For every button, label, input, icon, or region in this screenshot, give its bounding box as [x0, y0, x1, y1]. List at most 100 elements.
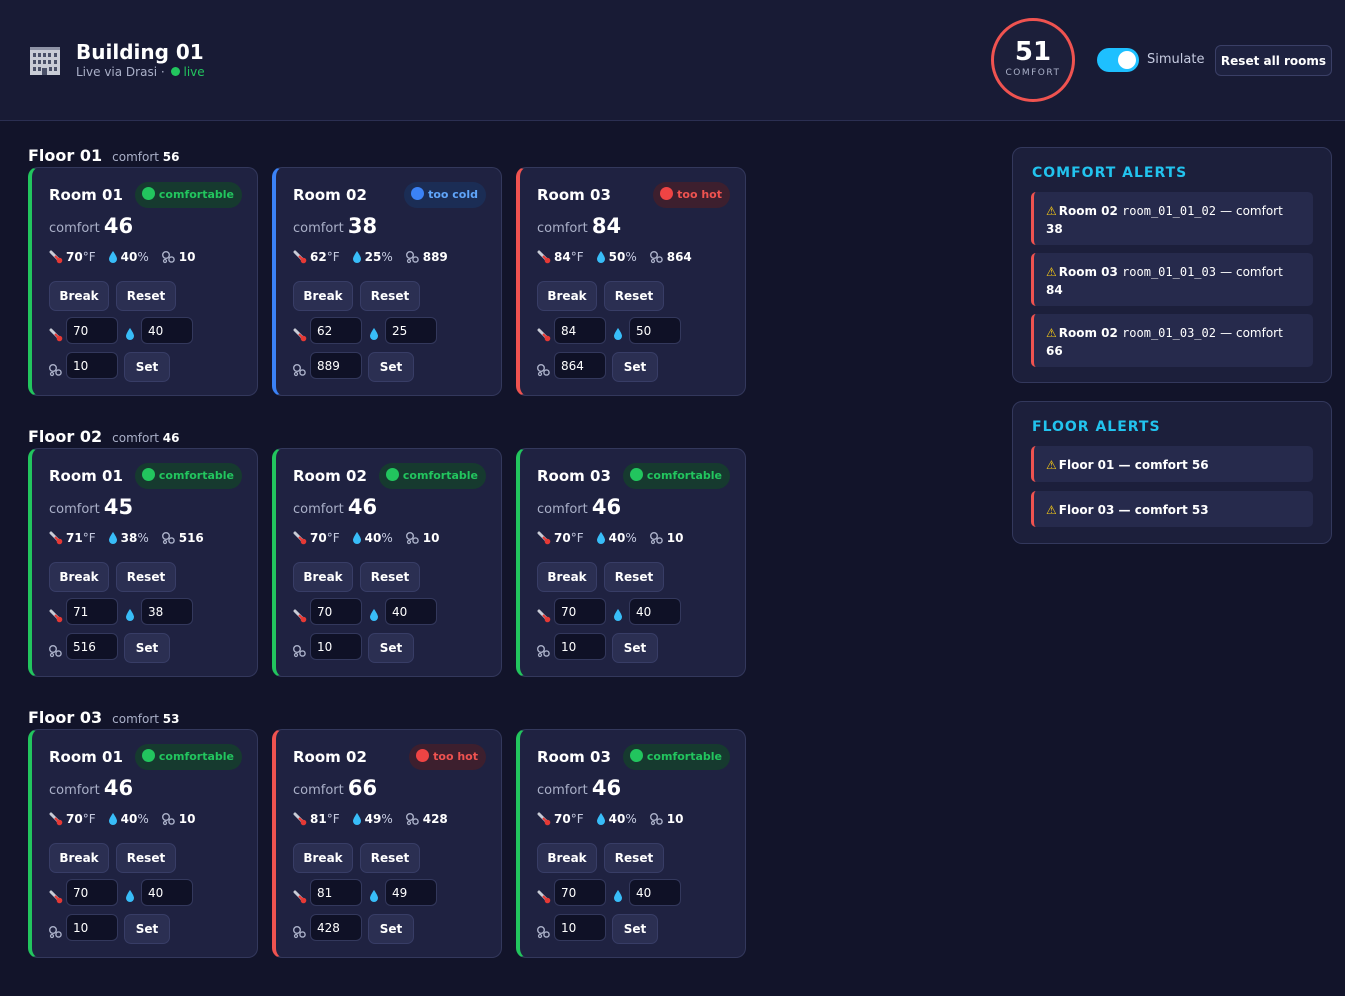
humidity-input[interactable]: [141, 879, 193, 906]
temperature-metric: 81°F: [293, 812, 340, 826]
humidity-input[interactable]: [385, 598, 437, 625]
set-button[interactable]: Set: [124, 633, 170, 663]
status-dot-icon: [385, 468, 399, 481]
humidity-input[interactable]: [629, 317, 681, 344]
room-comfort-label: comfort: [49, 221, 100, 236]
status-label: comfortable: [158, 469, 234, 482]
humidity-unit: %: [625, 531, 637, 545]
room-comfort-label: comfort: [537, 221, 588, 236]
alert-room-id: room_01_01_02: [1122, 204, 1216, 218]
thermometer-icon: [537, 250, 554, 264]
reset-button[interactable]: Reset: [360, 562, 420, 592]
droplet-icon: [125, 885, 138, 904]
co2-input[interactable]: [310, 633, 362, 660]
set-button[interactable]: Set: [124, 352, 170, 382]
humidity-input[interactable]: [141, 317, 193, 344]
temperature-input[interactable]: [310, 879, 362, 906]
co2-metric: 10: [161, 250, 195, 264]
co2-input[interactable]: [554, 352, 606, 379]
co2-input[interactable]: [66, 914, 118, 941]
set-button[interactable]: Set: [612, 352, 658, 382]
break-button[interactable]: Break: [293, 562, 353, 592]
reset-button[interactable]: Reset: [360, 281, 420, 311]
break-button[interactable]: Break: [537, 562, 597, 592]
reset-button[interactable]: Reset: [604, 562, 664, 592]
co2-icon: [48, 359, 66, 378]
co2-input[interactable]: [310, 914, 362, 941]
set-button[interactable]: Set: [368, 352, 414, 382]
humidity-value: 50: [608, 250, 626, 264]
thermometer-icon: [49, 812, 66, 826]
reset-all-rooms-button[interactable]: Reset all rooms: [1215, 45, 1332, 76]
status-label: too hot: [433, 750, 478, 763]
co2-icon: [48, 640, 66, 659]
room-comfort: comfort 45: [49, 495, 133, 519]
temperature-unit: °F: [82, 812, 96, 826]
set-button[interactable]: Set: [368, 633, 414, 663]
reset-button[interactable]: Reset: [360, 843, 420, 873]
co2-input[interactable]: [310, 352, 362, 379]
set-button[interactable]: Set: [368, 914, 414, 944]
temperature-input[interactable]: [66, 598, 118, 625]
co2-input[interactable]: [554, 633, 606, 660]
humidity-input[interactable]: [385, 317, 437, 344]
co2-metric: 10: [649, 812, 683, 826]
temperature-input[interactable]: [554, 598, 606, 625]
reset-button[interactable]: Reset: [604, 843, 664, 873]
room-comfort: comfort 46: [49, 214, 133, 238]
floor-name: Floor 02: [28, 427, 103, 446]
humidity-input[interactable]: [629, 598, 681, 625]
co2-icon: [649, 531, 667, 545]
temperature-metric: 70°F: [49, 812, 96, 826]
humidity-value: 40: [608, 812, 626, 826]
temperature-input[interactable]: [66, 317, 118, 344]
simulate-toggle[interactable]: [1097, 48, 1139, 72]
temperature-input[interactable]: [66, 879, 118, 906]
humidity-input[interactable]: [385, 879, 437, 906]
temperature-input[interactable]: [310, 598, 362, 625]
break-button[interactable]: Break: [49, 843, 109, 873]
status-badge: too hot: [653, 182, 730, 208]
set-button[interactable]: Set: [124, 914, 170, 944]
alert-room: Room 02: [1058, 326, 1118, 340]
status-badge: comfortable: [378, 463, 486, 489]
temperature-value: 70: [554, 812, 571, 826]
status-badge: comfortable: [134, 463, 242, 489]
break-button[interactable]: Break: [49, 281, 109, 311]
humidity-metric: 40%: [108, 812, 149, 826]
reset-button[interactable]: Reset: [116, 281, 176, 311]
break-button[interactable]: Break: [537, 281, 597, 311]
droplet-icon: [613, 885, 626, 904]
room-metrics: 70°F 40% 10: [49, 812, 207, 826]
room-name: Room 02: [293, 186, 367, 204]
break-button[interactable]: Break: [293, 281, 353, 311]
reset-button[interactable]: Reset: [116, 562, 176, 592]
break-button[interactable]: Break: [537, 843, 597, 873]
alert-room: Room 03: [1058, 265, 1118, 279]
alert-room-id: room_01_03_02: [1122, 326, 1216, 340]
reset-button[interactable]: Reset: [116, 843, 176, 873]
floor-comfort-value: 46: [162, 431, 180, 445]
break-button[interactable]: Break: [293, 843, 353, 873]
co2-input[interactable]: [554, 914, 606, 941]
thermometer-icon: [49, 531, 66, 545]
humidity-input[interactable]: [141, 598, 193, 625]
toggle-knob: [1118, 51, 1136, 69]
temperature-input[interactable]: [554, 317, 606, 344]
set-button[interactable]: Set: [612, 914, 658, 944]
temperature-unit: °F: [570, 531, 584, 545]
warning-icon: ⚠: [1046, 265, 1057, 279]
room-name: Room 02: [293, 748, 367, 766]
temperature-input[interactable]: [310, 317, 362, 344]
set-button[interactable]: Set: [612, 633, 658, 663]
floor-name: Floor 03: [28, 708, 103, 727]
reset-button[interactable]: Reset: [604, 281, 664, 311]
temperature-input[interactable]: [554, 879, 606, 906]
humidity-metric: 40%: [352, 531, 393, 545]
humidity-unit: %: [381, 250, 393, 264]
co2-input[interactable]: [66, 352, 118, 379]
room-card: Room 03 too hot comfort 84 84°F 50% 864 Break R…: [516, 167, 746, 396]
break-button[interactable]: Break: [49, 562, 109, 592]
humidity-input[interactable]: [629, 879, 681, 906]
co2-input[interactable]: [66, 633, 118, 660]
